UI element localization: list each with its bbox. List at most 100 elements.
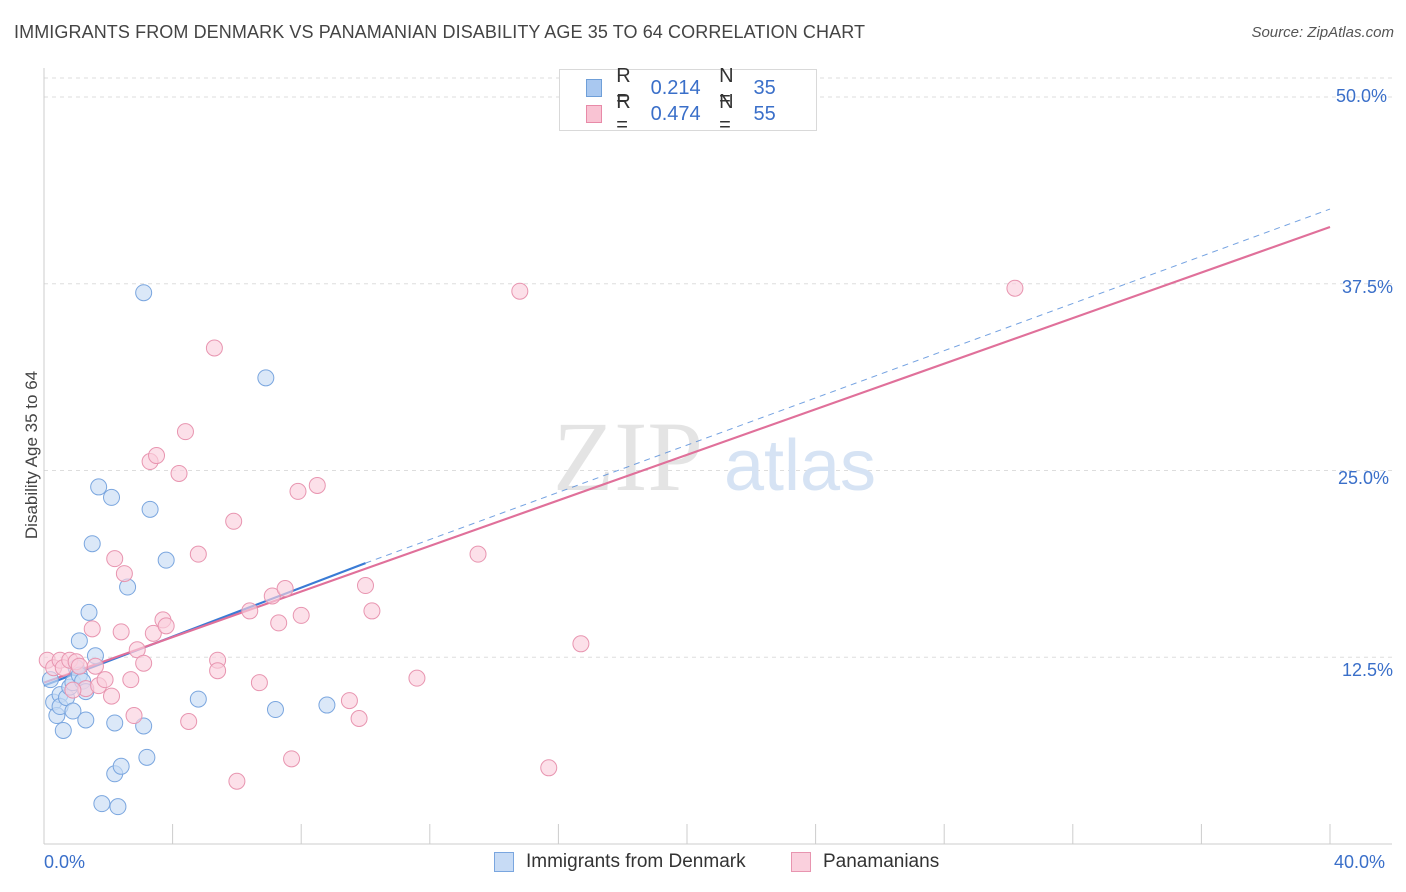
point-panamanian — [540, 759, 558, 777]
point-denmark — [106, 714, 124, 732]
point-denmark — [109, 798, 127, 816]
point-denmark — [70, 632, 88, 650]
point-panamanian — [209, 662, 227, 680]
chart-title: IMMIGRANTS FROM DENMARK VS PANAMANIAN DI… — [14, 22, 866, 42]
point-panamanian — [122, 671, 140, 689]
point-denmark — [141, 500, 159, 518]
point-panamanian — [363, 602, 381, 620]
point-panamanian — [106, 550, 124, 568]
point-panamanian — [228, 772, 246, 790]
point-panamanian — [112, 623, 130, 641]
point-denmark — [54, 721, 72, 739]
data-points — [38, 88, 1024, 816]
point-panamanian — [250, 674, 268, 692]
point-panamanian — [103, 687, 121, 705]
point-panamanian — [170, 464, 188, 482]
point-denmark — [90, 478, 108, 496]
point-denmark — [266, 701, 284, 719]
chart-source: Source: ZipAtlas.com — [1251, 24, 1394, 41]
r-label: R = — [616, 65, 631, 110]
point-panamanian — [276, 580, 294, 598]
point-panamanian — [340, 692, 358, 710]
legend-item-denmark[interactable]: Immigrants from Denmark — [494, 851, 746, 873]
point-panamanian — [148, 447, 166, 465]
point-panamanian — [86, 657, 104, 675]
point-denmark — [64, 702, 82, 720]
point-panamanian — [308, 476, 326, 494]
point-panamanian — [263, 587, 281, 605]
point-denmark — [83, 535, 101, 553]
watermark: ZIP atlas — [553, 401, 876, 512]
point-denmark — [138, 748, 156, 766]
trend-line-1 — [43, 225, 1331, 684]
r-value: 0.474 — [650, 102, 701, 125]
legend-label-panamanians: Panamanians — [823, 851, 940, 872]
axes — [43, 68, 1392, 845]
n-label: N = — [719, 91, 734, 136]
legend-swatch-denmark — [586, 79, 603, 97]
point-denmark — [157, 551, 175, 569]
point-denmark — [189, 690, 207, 708]
point-panamanian — [125, 707, 143, 725]
y-axis-label: Disability Age 35 to 64 — [22, 370, 41, 540]
point-panamanian — [283, 750, 301, 768]
point-panamanian — [469, 545, 487, 563]
x-tick-label-min: 0.0% — [44, 852, 86, 872]
r-value: 0.214 — [650, 76, 701, 99]
y-tick-label-12-5: 12.5% — [1342, 660, 1394, 680]
y-tick-label-25: 25.0% — [1338, 468, 1390, 488]
point-panamanian — [357, 577, 374, 595]
legend-label-denmark: Immigrants from Denmark — [526, 851, 746, 872]
point-panamanian — [225, 512, 243, 530]
series-legend: Immigrants from Denmark Panamanians — [0, 851, 1406, 877]
legend-row-panamanians: R = 0.474 N = 55 — [586, 91, 816, 136]
x-tick-label-max: 40.0% — [1334, 852, 1386, 872]
point-denmark — [257, 369, 275, 387]
grid-lines — [44, 77, 1392, 658]
legend-row-denmark: R = 0.214 N = 35 — [586, 65, 816, 110]
point-denmark — [112, 757, 130, 775]
trend-line-extension-0 — [365, 208, 1331, 564]
y-tick-label-37-5: 37.5% — [1342, 277, 1394, 297]
point-panamanian — [572, 635, 590, 653]
point-panamanian — [1006, 279, 1024, 297]
point-denmark — [318, 696, 336, 714]
n-label: N = — [719, 65, 734, 110]
point-panamanian — [157, 617, 175, 635]
point-panamanian — [189, 545, 207, 563]
point-denmark — [135, 717, 153, 735]
point-denmark — [93, 795, 111, 813]
correlation-legend: R = 0.214 N = 35 R = 0.474 N = 55 — [559, 65, 817, 136]
point-panamanian — [292, 606, 310, 624]
point-panamanian — [176, 423, 194, 441]
point-panamanian — [83, 620, 101, 638]
point-panamanian — [180, 712, 198, 730]
point-panamanian — [350, 710, 368, 728]
point-panamanian — [96, 671, 114, 689]
point-panamanian — [115, 565, 133, 583]
r-label: R = — [616, 91, 631, 136]
point-panamanian — [289, 482, 307, 500]
point-panamanian — [241, 602, 259, 620]
legend-swatch-denmark — [494, 852, 514, 872]
point-denmark — [80, 603, 98, 621]
point-panamanian — [408, 669, 426, 687]
point-denmark — [135, 284, 153, 302]
point-panamanian — [135, 654, 153, 672]
legend-item-panamanians[interactable]: Panamanians — [791, 851, 939, 873]
point-panamanian — [270, 614, 288, 632]
point-denmark — [77, 711, 95, 729]
point-panamanian — [511, 282, 529, 300]
watermark-atlas: atlas — [724, 426, 876, 506]
n-value: 55 — [753, 102, 776, 125]
point-panamanian — [144, 624, 162, 642]
legend-swatch-panamanians — [586, 105, 603, 123]
legend-swatch-panamanians — [791, 852, 811, 872]
n-value: 35 — [753, 76, 776, 99]
y-tick-label-50: 50.0% — [1336, 86, 1388, 106]
point-panamanian — [205, 339, 223, 357]
point-panamanian — [70, 657, 88, 675]
point-denmark — [103, 488, 121, 506]
point-panamanian — [64, 681, 82, 699]
